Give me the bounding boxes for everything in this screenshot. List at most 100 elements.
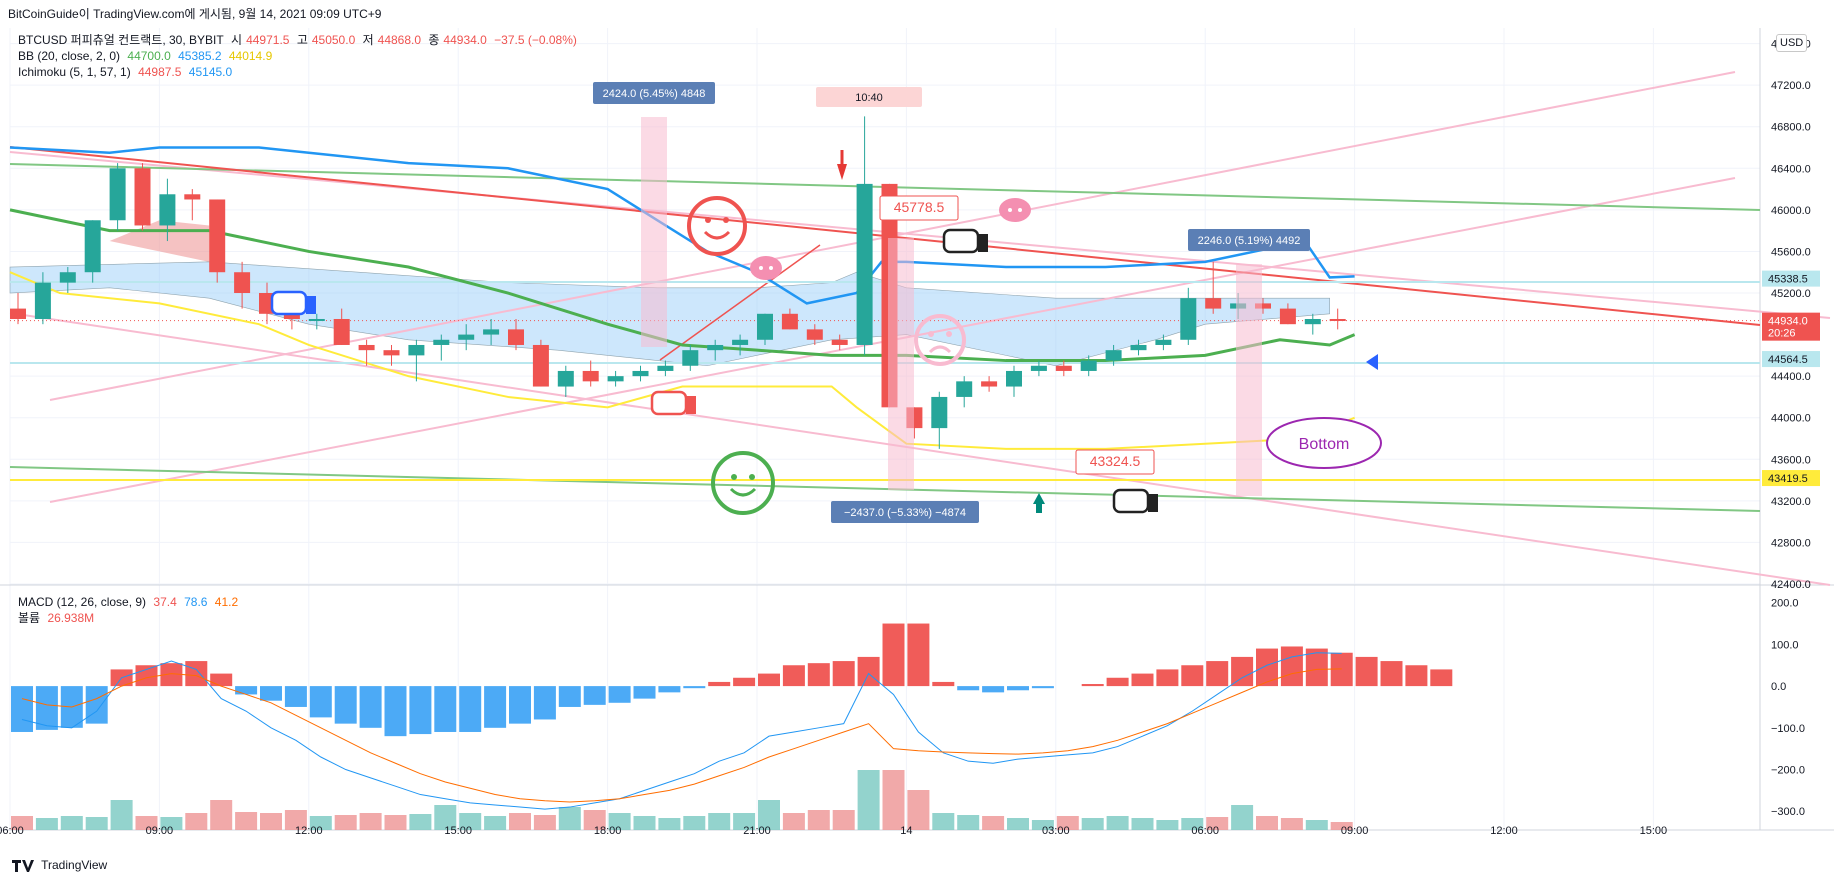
candle-body xyxy=(159,194,176,226)
price-label-text: 43419.5 xyxy=(1768,473,1808,485)
volume-bar xyxy=(583,810,606,830)
price-label-text: 44934.0 xyxy=(1768,316,1808,328)
time-tick-label: 12:00 xyxy=(1490,825,1518,837)
macd-histogram-bar xyxy=(758,673,780,687)
price-label-text: 44564.5 xyxy=(1768,354,1808,366)
legend-low: 44868.0 xyxy=(377,33,422,47)
dizzy-face-icon-mouth xyxy=(729,487,757,497)
annotations: 2424.0 (5.45%) 4848 −2437.0 (−5.33%) −487… xyxy=(270,82,1382,523)
candle xyxy=(1329,308,1346,330)
candle xyxy=(84,220,101,283)
pig-icon-1-eye xyxy=(769,266,773,270)
candle-body xyxy=(557,370,574,387)
candle-body xyxy=(856,183,873,345)
volume-bar xyxy=(608,813,631,830)
red-rally-line xyxy=(659,244,821,361)
candle-body xyxy=(1080,360,1097,371)
measure-label-down-text: −2437.0 (−5.33%) −4874 xyxy=(844,507,966,519)
measure-label-up1-text: 2424.0 (5.45%) 4848 xyxy=(603,88,706,100)
macd-histogram-bar xyxy=(1181,665,1204,687)
candle-body xyxy=(981,381,998,387)
candle xyxy=(931,391,948,449)
volume-bar xyxy=(85,817,108,830)
macd-pane xyxy=(11,623,1453,830)
macd-histogram-bar xyxy=(1305,648,1328,687)
volume-bar xyxy=(558,807,581,830)
volume-bar xyxy=(708,813,731,830)
candle xyxy=(1155,334,1172,351)
candle-body xyxy=(10,308,26,319)
candle-body xyxy=(508,329,524,345)
sad-face-icon-eye xyxy=(928,331,934,337)
candle xyxy=(483,318,500,345)
legend-ichimoku-v1: 44987.5 xyxy=(138,65,182,79)
macd-histogram-bar xyxy=(359,686,382,728)
candle-body xyxy=(607,376,624,382)
volume-bar xyxy=(1206,817,1229,830)
dizzy-face-icon-eye xyxy=(749,474,755,480)
currency-button[interactable]: USD xyxy=(1776,34,1808,52)
macd-histogram-bar xyxy=(633,686,656,699)
volume-bar xyxy=(1181,818,1204,830)
time-tick-label: 21:00 xyxy=(743,825,771,837)
candle xyxy=(831,334,848,351)
volume-bar xyxy=(683,816,706,830)
macd-histogram-bar xyxy=(334,686,357,724)
candle xyxy=(1055,360,1072,377)
price-label-tag: 45338.5 xyxy=(1762,270,1820,287)
macd-histogram-bar xyxy=(807,663,830,687)
candle xyxy=(209,199,226,283)
macd-histogram-bar xyxy=(708,681,731,687)
candle xyxy=(557,365,574,397)
macd-line xyxy=(21,652,1342,810)
legend-bb-v2: 45385.2 xyxy=(178,49,222,63)
callout-low-text: 43324.5 xyxy=(1090,453,1141,469)
legend-change: −37.5 (−0.08%) xyxy=(494,33,577,47)
price-tick-label: 46800.0 xyxy=(1771,122,1811,134)
candle xyxy=(59,267,76,294)
candle xyxy=(159,178,176,242)
time-tick-label: 14 xyxy=(900,825,912,837)
candle xyxy=(1180,287,1197,345)
legend-volume-v1: 26.938M xyxy=(47,611,95,625)
volume-bar xyxy=(135,816,158,830)
time-tick-label: 06:00 xyxy=(0,825,24,837)
candle xyxy=(433,334,450,361)
macd-histogram-bar xyxy=(185,661,208,687)
measure-label-up1: 2424.0 (5.45%) 4848 xyxy=(593,82,715,104)
volume-bar xyxy=(11,816,33,830)
candle xyxy=(1105,344,1122,366)
candle xyxy=(1279,303,1296,325)
bottom-bubble: Bottom xyxy=(1266,417,1382,469)
candle-body xyxy=(931,396,948,429)
legend-ichimoku-label: Ichimoku (5, 1, 57, 1) xyxy=(18,65,131,79)
footer-brand: TradingView xyxy=(41,858,108,872)
macd-histogram-bar xyxy=(160,663,183,687)
legend-close: 44934.0 xyxy=(443,33,487,47)
candle-body xyxy=(358,344,375,351)
legend-macd: MACD (12, 26, close, 9) 37.4 78.6 41.2 xyxy=(18,594,242,610)
left-arrow-icon xyxy=(1366,354,1378,370)
macd-histogram-bar xyxy=(434,686,457,732)
macd-histogram-bar xyxy=(683,686,706,689)
volume-bar xyxy=(733,813,756,830)
pig-icon-2-body xyxy=(999,198,1031,222)
legend-high: 45050.0 xyxy=(311,33,356,47)
up-arrow-icon xyxy=(1033,493,1045,504)
macd-histogram-bar xyxy=(907,623,930,687)
volume-bar xyxy=(260,813,282,830)
macd-histogram-bar xyxy=(1131,673,1154,687)
macd-histogram-bar xyxy=(85,686,108,724)
up-arrow-stem xyxy=(1036,503,1042,513)
pointing-hand-icon-1 xyxy=(942,228,988,254)
candle xyxy=(1205,261,1222,314)
legend-bb-v1: 44700.0 xyxy=(127,49,171,63)
time-tick-label: 09:00 xyxy=(146,825,174,837)
price-tick-label: 42400.0 xyxy=(1771,579,1811,591)
happy-face-icon-outline xyxy=(687,196,747,256)
happy-face-icon-eye xyxy=(705,217,711,223)
macd-histogram-bar xyxy=(1355,656,1378,687)
macd-histogram-bar xyxy=(957,686,980,691)
candle xyxy=(1030,360,1047,377)
